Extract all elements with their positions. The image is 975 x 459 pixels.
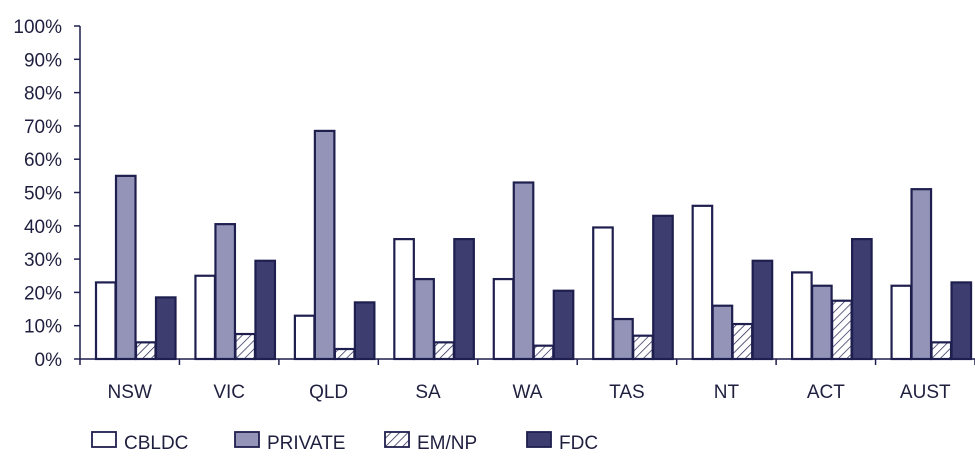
bar-em-np-act	[831, 299, 853, 361]
bar-cbldc-tas	[592, 226, 614, 361]
bar-private-sa	[413, 277, 435, 361]
bar-em-np-tas	[632, 334, 654, 361]
legend-label: FDC	[559, 433, 598, 454]
bar-fdc-qld	[353, 301, 376, 361]
bar-em-np-aust	[930, 341, 953, 361]
bar-cbldc-act	[791, 271, 813, 361]
bar-em-np-qld	[333, 347, 356, 361]
y-tick-label: 20%	[24, 283, 62, 304]
bar-fdc-sa	[453, 238, 475, 361]
x-category-label: AUST	[900, 382, 951, 403]
y-tick-label: 40%	[24, 217, 62, 238]
x-category-label: NT	[714, 382, 740, 403]
bar-fdc-vic	[254, 259, 277, 361]
bar-fdc-nt	[751, 259, 774, 361]
x-category-label: NSW	[108, 382, 152, 403]
bar-em-np-vic	[234, 332, 257, 361]
y-tick-label: 70%	[24, 117, 62, 138]
legend-swatch	[384, 431, 410, 448]
bar-private-act	[811, 284, 833, 361]
bar-private-aust	[910, 188, 933, 361]
x-category-label: ACT	[807, 382, 845, 403]
legend-swatch	[526, 431, 552, 448]
bar-cbldc-vic	[194, 274, 217, 361]
bar-em-np-nt	[731, 322, 754, 361]
bar-fdc-aust	[950, 281, 973, 361]
bar-fdc-act	[851, 238, 873, 361]
legend-swatch	[91, 431, 117, 448]
bar-cbldc-nt	[691, 204, 714, 361]
bar-cbldc-aust	[890, 284, 913, 361]
bar-cbldc-nsw	[94, 281, 117, 361]
bar-em-np-wa	[532, 344, 555, 361]
bar-em-np-sa	[433, 341, 455, 361]
x-category-label: TAS	[609, 382, 645, 403]
y-tick-label: 0%	[35, 350, 63, 371]
y-tick-label: 80%	[24, 84, 62, 105]
bar-cbldc-wa	[492, 277, 515, 361]
bar-em-np-nsw	[134, 341, 157, 361]
bar-private-tas	[612, 317, 634, 361]
bar-fdc-nsw	[154, 296, 177, 361]
legend-label: PRIVATE	[267, 433, 345, 454]
x-category-label: SA	[415, 382, 441, 403]
legend: CBLDC PRIVATE EM/NP FDC	[91, 431, 598, 454]
y-tick-label: 30%	[24, 250, 62, 271]
y-tick-label: 60%	[24, 150, 62, 171]
y-axis: 0% 10% 20% 30% 40% 50% 60% 70% 80% 90% 100%	[13, 17, 81, 371]
bar-private-nt	[711, 304, 734, 361]
x-category-label: WA	[513, 382, 543, 403]
x-axis: NSW VIC QLD SA WA TAS NT ACT AUST	[79, 358, 975, 403]
bar-private-wa	[512, 181, 535, 361]
bars-group	[94, 129, 973, 361]
legend-label: CBLDC	[124, 433, 188, 454]
bar-fdc-wa	[552, 289, 575, 361]
bar-fdc-tas	[652, 214, 674, 361]
x-category-label: VIC	[213, 382, 245, 403]
y-tick-label: 10%	[24, 317, 62, 338]
y-tick-label: 90%	[24, 50, 62, 71]
bar-private-qld	[313, 129, 336, 361]
x-category-label: QLD	[309, 382, 348, 403]
bar-cbldc-sa	[393, 238, 415, 361]
y-tick-label: 100%	[13, 17, 62, 38]
legend-swatch	[234, 431, 260, 448]
bar-private-vic	[214, 223, 237, 361]
y-tick-label: 50%	[24, 184, 62, 205]
bar-private-nsw	[114, 174, 137, 361]
legend-label: EM/NP	[417, 433, 477, 454]
bar-cbldc-qld	[293, 314, 316, 361]
